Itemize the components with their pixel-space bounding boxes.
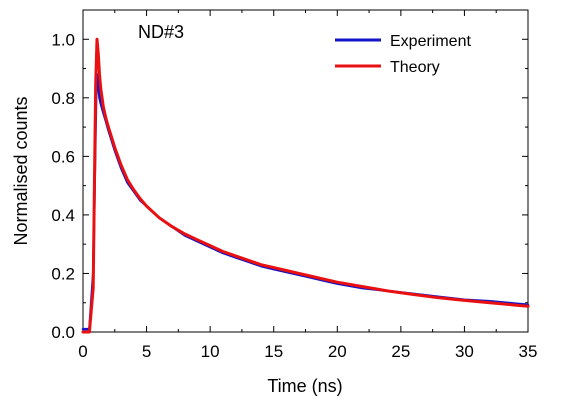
- series-layer: [81, 37, 530, 334]
- y-tick-label: 0.8: [51, 89, 75, 108]
- y-tick-label: 0.0: [51, 323, 75, 342]
- x-tick-label: 20: [328, 342, 347, 361]
- plot-frame: [82, 9, 529, 333]
- x-tick-label: 10: [201, 342, 220, 361]
- x-tick-label: 30: [455, 342, 474, 361]
- series-line-theory: [81, 37, 530, 334]
- x-tick-label: 25: [391, 342, 410, 361]
- y-tick-label: 1.0: [51, 30, 75, 49]
- x-axis-label: Time (ns): [267, 376, 342, 396]
- chart-annotation: ND#3: [138, 22, 184, 42]
- legend-label-theory: Theory: [390, 59, 440, 76]
- legend: Experiment Theory: [335, 33, 471, 76]
- y-tick-label: 0.6: [51, 147, 75, 166]
- x-axis-ticks: 0 5 10 15 20 25 30 35: [78, 10, 537, 361]
- y-tick-label: 0.4: [51, 206, 75, 225]
- y-axis-label: Normalised counts: [11, 96, 31, 245]
- x-tick-label: 15: [264, 342, 283, 361]
- x-tick-label: 0: [78, 342, 87, 361]
- x-tick-label: 5: [142, 342, 151, 361]
- series-line-experiment: [81, 73, 530, 331]
- y-axis-ticks: 0.0 0.2 0.4 0.6 0.8 1.0: [51, 9, 528, 342]
- y-tick-label: 0.2: [51, 264, 75, 283]
- x-tick-label: 35: [519, 342, 538, 361]
- legend-label-experiment: Experiment: [390, 33, 471, 50]
